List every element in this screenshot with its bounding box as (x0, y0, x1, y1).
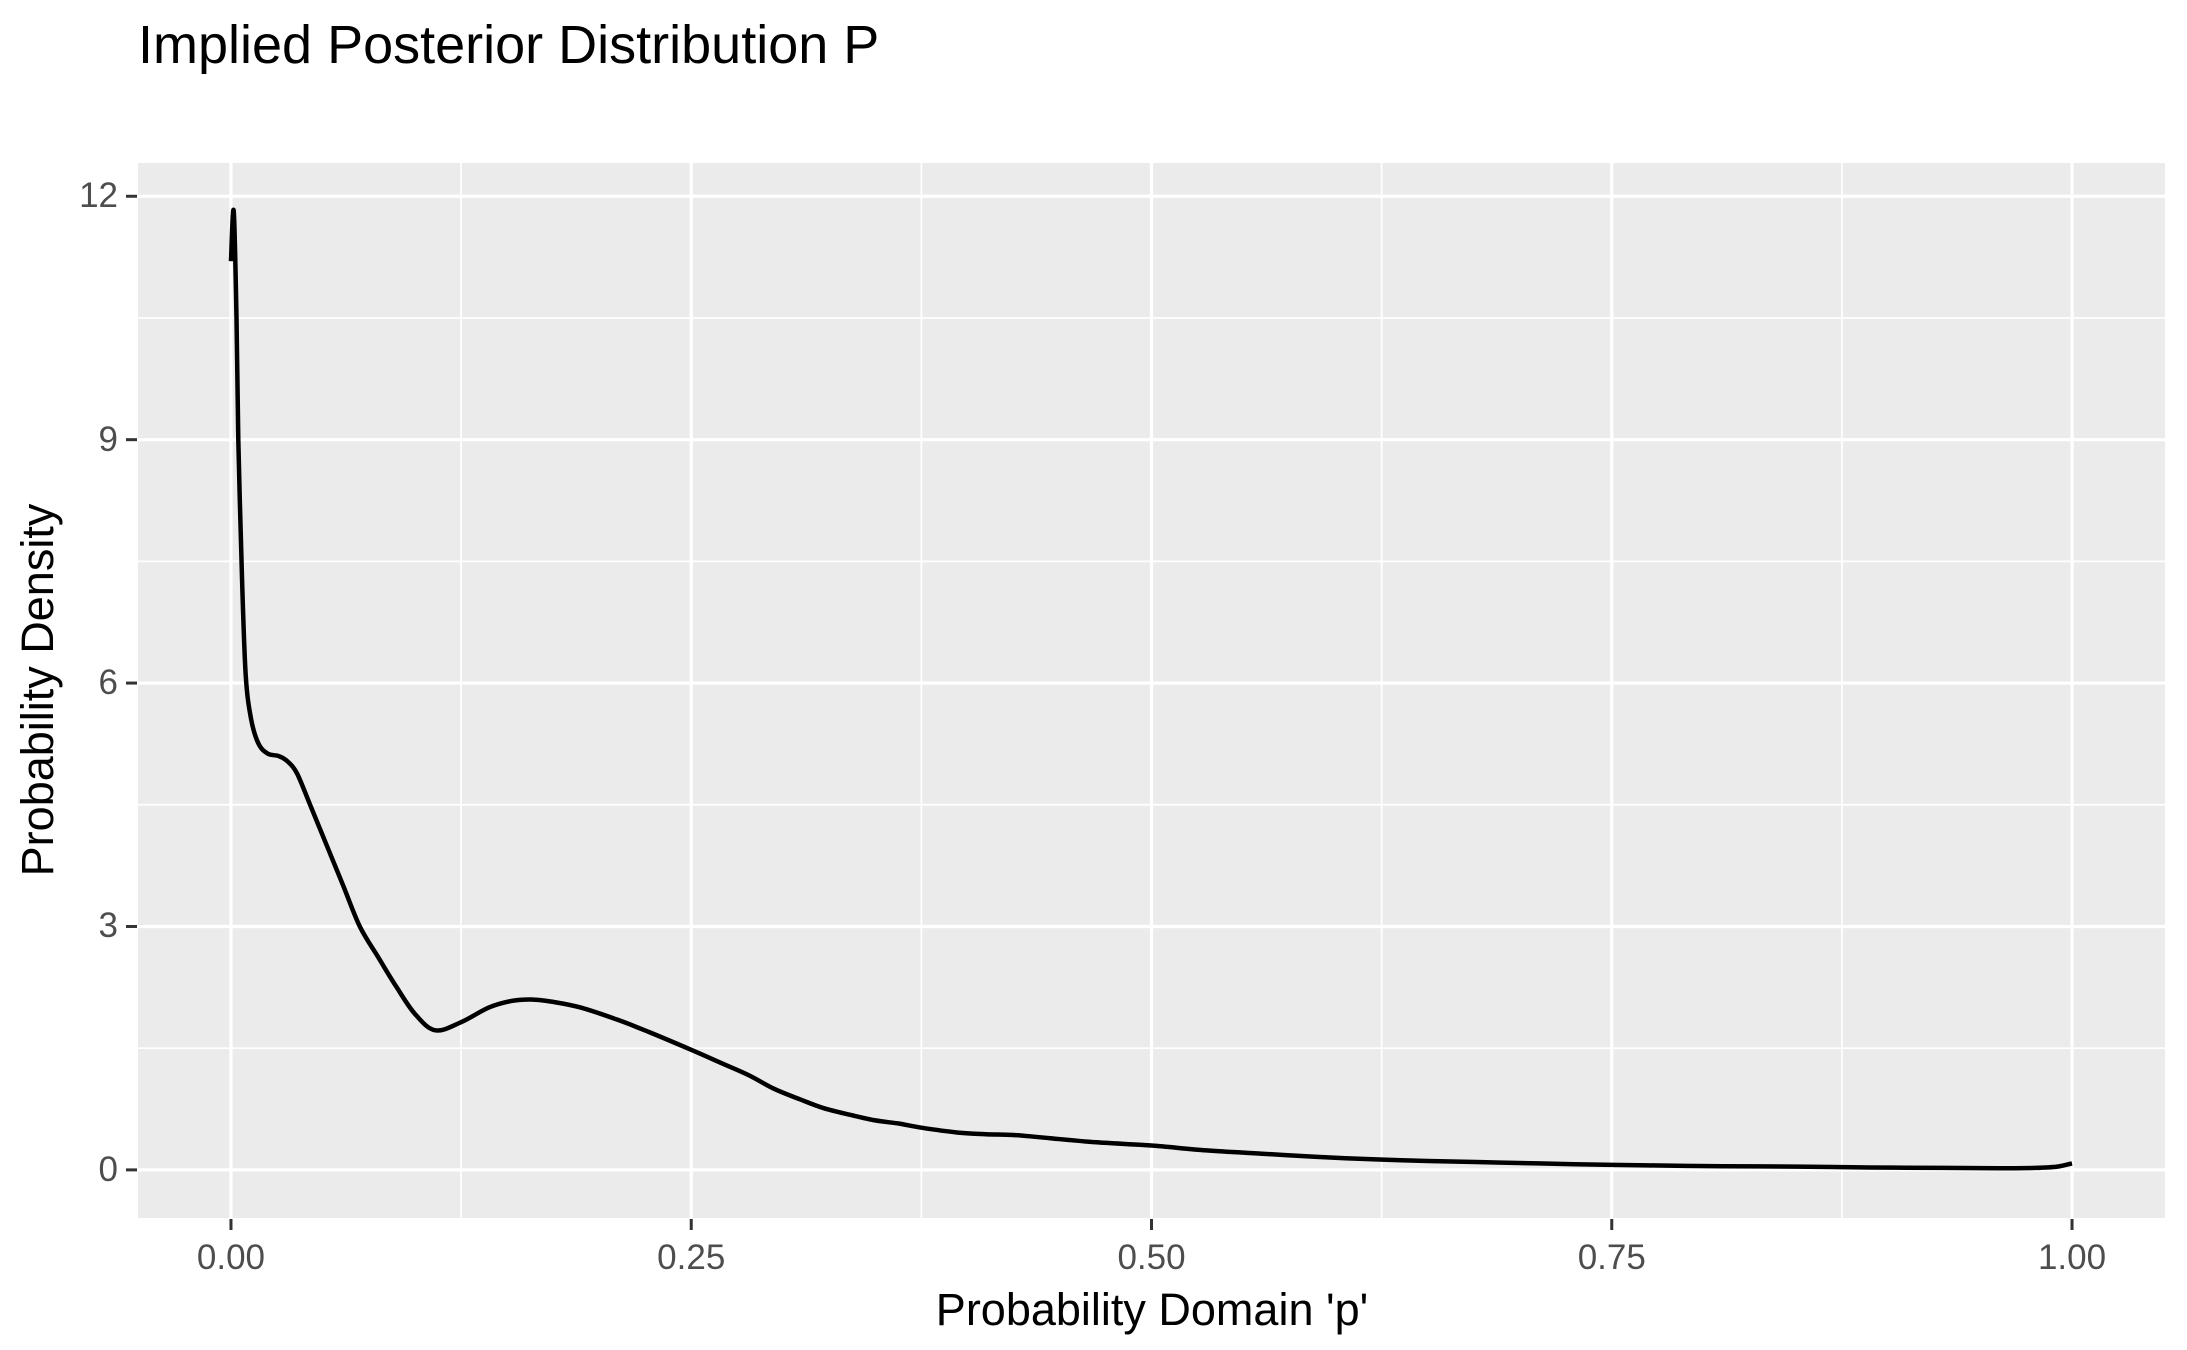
x-axis-title: Probability Domain 'p' (935, 1284, 1369, 1335)
y-tick-label: 12 (79, 176, 118, 216)
y-tick-label: 0 (98, 1149, 118, 1189)
x-tick-label: 0.25 (657, 1238, 726, 1277)
x-tick-label: 0.00 (196, 1238, 266, 1277)
y-tick-label: 3 (98, 906, 118, 946)
y-tick-label: 6 (98, 663, 118, 703)
x-tick-label: 0.50 (1117, 1238, 1186, 1277)
page-title: Implied Posterior Distribution P (138, 15, 880, 75)
x-tick-label: 1.00 (2037, 1238, 2107, 1277)
density-curve (228, 207, 2073, 1171)
y-axis-title: Probability Density (12, 503, 63, 877)
x-tick-label: 0.75 (1577, 1238, 1646, 1277)
y-tick-label: 9 (98, 419, 118, 459)
